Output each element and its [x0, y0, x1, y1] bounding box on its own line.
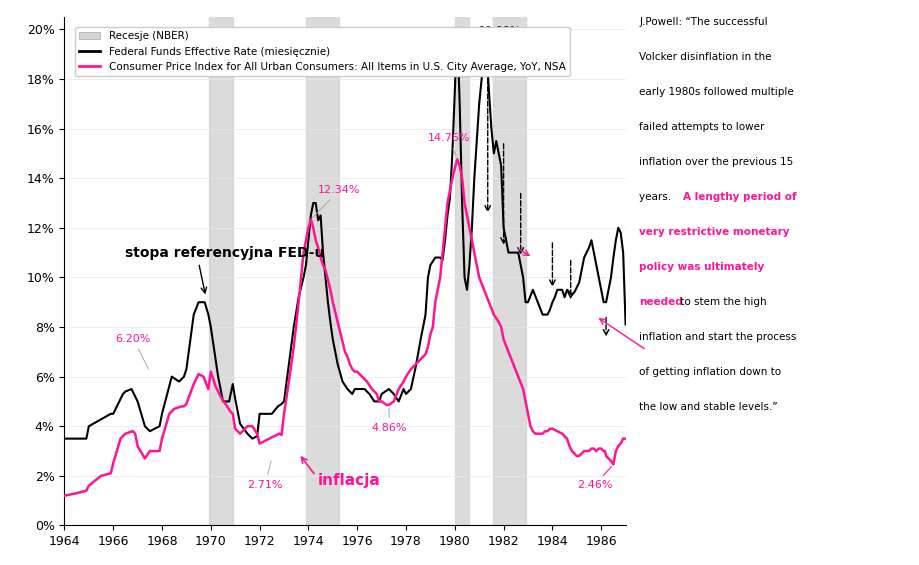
- Bar: [209, 17, 233, 525]
- Bar: [493, 17, 526, 525]
- Text: early 1980s followed multiple: early 1980s followed multiple: [639, 87, 793, 97]
- Text: 4.86%: 4.86%: [371, 408, 407, 433]
- Text: inflation and start the process: inflation and start the process: [639, 332, 796, 342]
- Text: 12.34%: 12.34%: [312, 185, 360, 218]
- Text: years.: years.: [639, 192, 674, 202]
- Text: inflacja: inflacja: [318, 473, 380, 488]
- Text: failed attempts to lower: failed attempts to lower: [639, 122, 764, 132]
- Text: 14.76%: 14.76%: [427, 133, 470, 157]
- Text: 2.71%: 2.71%: [247, 461, 283, 490]
- Text: inflation over the previous 15: inflation over the previous 15: [639, 157, 793, 167]
- Bar: [454, 17, 469, 525]
- Text: policy was ultimately: policy was ultimately: [639, 262, 764, 272]
- Text: 19.08%: 19.08%: [479, 27, 521, 50]
- Text: Volcker disinflation in the: Volcker disinflation in the: [639, 52, 771, 62]
- Text: stopa referencyjna FED-u: stopa referencyjna FED-u: [125, 246, 324, 259]
- Text: of getting inflation down to: of getting inflation down to: [639, 367, 780, 377]
- Text: the low and stable levels.”: the low and stable levels.”: [639, 402, 777, 412]
- Text: very restrictive monetary: very restrictive monetary: [639, 227, 789, 237]
- Text: 6.20%: 6.20%: [116, 334, 151, 369]
- Legend: Recesje (NBER), Federal Funds Effective Rate (miesięcznie), Consumer Price Index: Recesje (NBER), Federal Funds Effective …: [75, 27, 569, 76]
- Text: A lengthy period of: A lengthy period of: [683, 192, 796, 202]
- Text: 2.46%: 2.46%: [576, 467, 612, 490]
- Text: needed: needed: [639, 297, 683, 307]
- Text: J.Powell: “The successful: J.Powell: “The successful: [639, 17, 767, 27]
- Bar: [306, 17, 338, 525]
- Text: to stem the high: to stem the high: [676, 297, 766, 307]
